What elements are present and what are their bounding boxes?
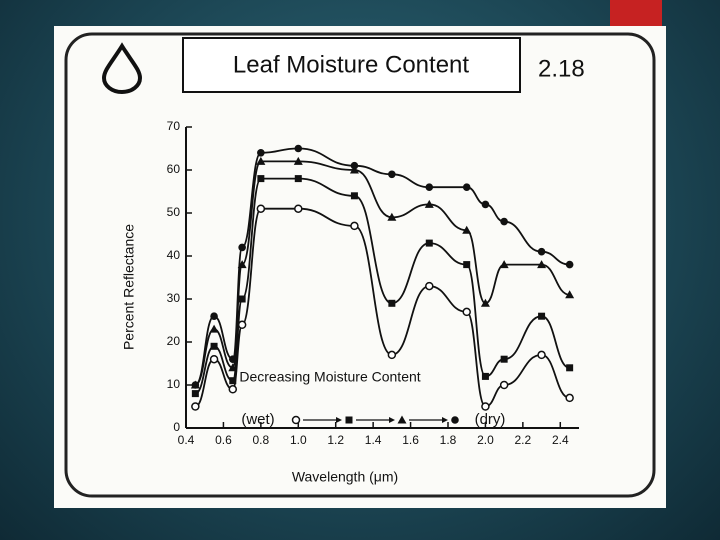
marker [191,381,200,389]
y-tick-label: 40 [167,248,181,262]
marker [451,416,459,424]
marker [291,415,301,425]
marker [210,342,218,350]
y-tick-label: 70 [167,119,181,133]
x-tick-label: 1.6 [402,433,419,447]
marker [387,350,397,360]
marker [462,225,472,234]
marker [537,350,546,360]
marker [256,204,266,213]
marker [294,204,303,213]
marker [209,324,219,333]
x-tick-label: 1.2 [327,433,344,447]
marker [350,161,359,170]
marker [238,243,246,252]
marker [256,156,266,165]
legend-arrowhead [442,417,448,423]
marker [538,312,546,320]
y-tick-label: 20 [167,334,181,348]
scan-page [54,26,666,508]
x-tick-label: 2.0 [477,433,494,447]
marker [191,390,199,398]
marker [462,307,471,317]
marker [500,355,508,363]
series-line [194,177,570,395]
marker [481,402,490,411]
marker [481,372,489,380]
marker [537,247,546,256]
series-line [194,207,570,408]
marker [210,312,218,321]
x-tick-label: 1.4 [365,433,382,447]
legend-start: (wet) [241,411,274,428]
marker [425,183,434,191]
marker [500,217,508,226]
marker [237,320,247,330]
marker [293,156,303,165]
y-tick-label: 10 [167,377,181,391]
figure-number: 2.18 [538,55,585,82]
title-box [182,37,521,93]
x-tick-label: 1.8 [440,433,457,447]
marker [191,402,200,411]
x-tick-label: 0.4 [178,433,195,447]
x-tick-label: 2.2 [515,433,532,447]
marker [228,385,238,394]
marker [565,290,575,299]
marker [349,165,359,174]
marker [209,354,219,364]
marker [350,221,359,231]
x-tick-label: 0.8 [253,433,270,447]
marker [294,144,303,153]
x-tick-label: 1.0 [290,433,307,447]
marker [424,199,434,208]
x-axis-label: Wavelength (μm) [292,469,398,485]
y-axis-label: Percent Reflectance [121,224,137,350]
marker [387,212,397,221]
legend-end: (dry) [475,411,506,428]
marker [425,281,434,291]
marker [462,183,471,191]
marker [228,363,238,372]
marker [238,295,246,303]
chart-title: Leaf Moisture Content [233,51,469,78]
marker [229,377,237,385]
marker [499,260,509,269]
annotation: Decreasing Moisture Content [239,369,420,385]
marker [565,260,574,269]
marker [566,364,574,372]
marker [345,416,353,424]
marker [397,415,407,424]
marker [388,170,396,179]
y-tick-label: 0 [173,420,180,434]
marker [537,260,547,269]
drop-icon [101,42,143,94]
marker [228,355,237,364]
marker [257,175,265,183]
y-tick-label: 50 [167,205,181,219]
y-tick-label: 30 [167,291,181,305]
marker [388,299,396,307]
legend-arrowhead [389,417,395,423]
marker [565,393,574,403]
marker [257,149,265,157]
x-tick-label: 2.4 [552,433,569,447]
marker [425,239,433,247]
marker [350,192,358,200]
marker [499,380,509,390]
x-tick-label: 0.6 [215,433,232,447]
marker [463,261,471,269]
y-tick-label: 60 [167,162,181,176]
marker [481,200,490,209]
marker [480,298,490,307]
frame [64,32,656,498]
marker [294,175,302,183]
legend-arrowhead [336,417,342,423]
